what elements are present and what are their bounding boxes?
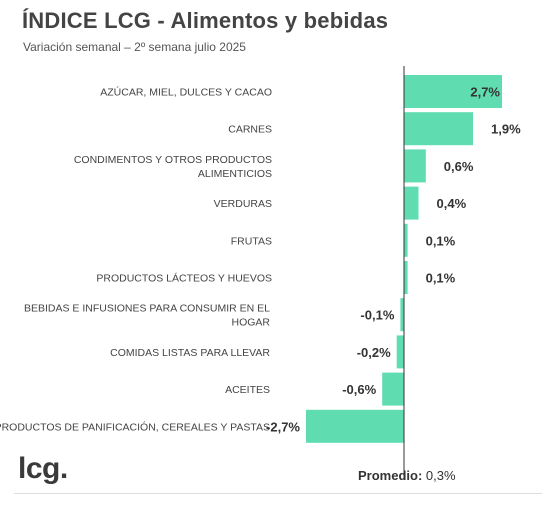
value-label: -2,7% [266, 419, 300, 434]
bar [404, 261, 408, 294]
value-label: 0,4% [437, 196, 467, 211]
category-label: ACEITES [225, 384, 270, 396]
chart-subtitle: Variación semanal – 2º semana julio 2025 [23, 40, 246, 54]
bar [396, 335, 404, 369]
lcg-logo: lcg. [18, 452, 68, 485]
bar [404, 75, 502, 108]
value-label: -0,2% [357, 345, 391, 360]
category-label: VERDURAS [214, 198, 272, 210]
value-label: 0,6% [444, 159, 474, 174]
value-label: 0,1% [426, 233, 456, 248]
category-label: CARNES [228, 124, 272, 136]
value-label: -0,6% [342, 382, 376, 397]
bar [306, 409, 404, 443]
category-label: FRUTAS [231, 235, 272, 247]
average-value: 0,3% [425, 468, 456, 483]
value-label: 0,1% [426, 271, 456, 286]
footer-divider [14, 493, 542, 494]
bar [404, 112, 473, 146]
category-label: AZÚCAR, MIEL, DULCES Y CACAO [100, 86, 272, 99]
bar [404, 149, 426, 183]
bar [400, 298, 404, 332]
bar [382, 372, 404, 406]
category-label: BEBIDAS E INFUSIONES PARA CONSUMIR EN EL… [24, 303, 270, 329]
chart-title: ÍNDICE LCG - Alimentos y bebidas [22, 8, 389, 33]
category-label: PRODUCTOS LÁCTEOS Y HUEVOS [96, 272, 272, 285]
value-label: 2,7% [470, 85, 500, 100]
average-label: Promedio: [358, 468, 423, 483]
bar [404, 186, 419, 220]
average-readout: Promedio: 0,3% [358, 468, 456, 483]
category-label: CONDIMENTOS Y OTROS PRODUCTOS ALIMENTICIO… [74, 154, 272, 180]
bar [404, 223, 408, 257]
category-label: COMIDAS LISTAS PARA LLEVAR [110, 347, 270, 359]
value-label: -0,1% [360, 308, 394, 323]
value-label: 1,9% [491, 122, 521, 137]
category-label: PRODUCTOS DE PANIFICACIÓN, CEREALES Y PA… [0, 420, 270, 433]
